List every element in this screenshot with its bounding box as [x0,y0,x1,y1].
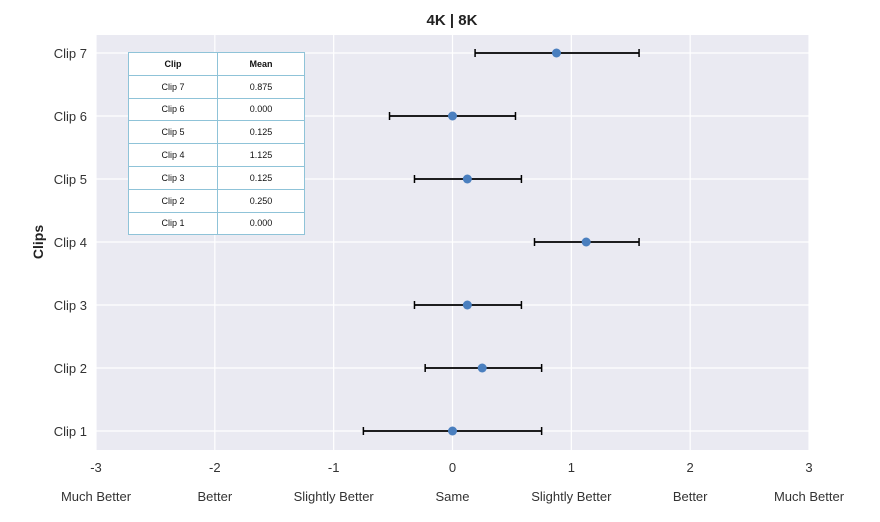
y-tick-label: Clip 7 [54,46,87,61]
table-cell-mean: 0.000 [217,97,305,122]
table-header-clip: Clip [128,52,218,76]
x-category-label: Same [436,489,470,504]
table-cell-clip: Clip 1 [128,211,218,236]
table-cell-clip: Clip 5 [128,120,218,145]
table-row: Clip 4 1.125 [128,143,305,167]
table-cell-mean: 0.125 [217,120,305,145]
y-tick-label: Clip 5 [54,172,87,187]
table-row: Clip 5 0.125 [128,120,305,145]
y-tick-label: Clip 1 [54,424,87,439]
table-cell-clip: Clip 6 [128,97,218,122]
y-tick-labels: Clip 1 Clip 2 Clip 3 Clip 4 Clip 5 Clip 6 Clip… [54,46,87,439]
x-category-label: Much Better [774,489,845,504]
mean-point [448,426,457,436]
mean-point [581,237,591,247]
table-cell-clip: Clip 2 [128,188,218,213]
x-category-label: Better [673,489,708,504]
x-tick-label: -1 [328,460,340,475]
x-tick-label: -3 [90,460,102,475]
table-cell-mean: 0.875 [217,74,305,99]
mean-point [448,111,457,121]
table-row: Clip 1 0.000 [128,211,305,236]
y-tick-label: Clip 2 [54,361,87,376]
x-category-label: Much Better [61,489,132,504]
table-row: Clip 6 0.000 [128,97,305,122]
y-tick-label: Clip 3 [54,298,87,313]
x-tick-labels: -3 -2 -1 0 1 2 3 [90,460,812,475]
y-tick-label: Clip 4 [54,235,87,250]
mean-points [448,48,591,436]
mean-table: Clip Mean Clip 7 0.875 Clip 6 0.000 Clip… [128,52,305,236]
x-category-label: Better [197,489,232,504]
mean-point [551,48,561,58]
y-axis-label: Clips [30,225,46,259]
x-tick-label: 2 [687,460,694,475]
mean-point [477,363,487,373]
table-cell-mean: 1.125 [217,143,305,167]
x-category-labels: Much Better Better Slightly Better Same Slig… [61,489,845,504]
table-cell-clip: Clip 3 [128,165,218,190]
table-row: Clip 3 0.125 [128,165,305,190]
table-cell-mean: 0.125 [217,165,305,190]
x-tick-label: -2 [209,460,221,475]
table-row: Clip 2 0.250 [128,188,305,213]
chart-title: 4K | 8K [427,12,478,29]
x-tick-label: 0 [449,460,456,475]
table-row: Clip 7 0.875 [128,74,305,99]
table-cell-clip: Clip 4 [128,143,218,167]
mean-point [462,300,472,310]
x-category-label: Slightly Better [294,489,375,504]
table-cell-mean: 0.250 [217,188,305,213]
table-header-row: Clip Mean [128,52,305,76]
x-category-label: Slightly Better [531,489,612,504]
y-tick-label: Clip 6 [54,109,87,124]
x-tick-label: 1 [568,460,575,475]
table-cell-clip: Clip 7 [128,74,218,99]
table-header-mean: Mean [217,52,305,76]
mean-point [462,174,472,184]
x-tick-label: 3 [805,460,812,475]
table-cell-mean: 0.000 [217,211,305,236]
